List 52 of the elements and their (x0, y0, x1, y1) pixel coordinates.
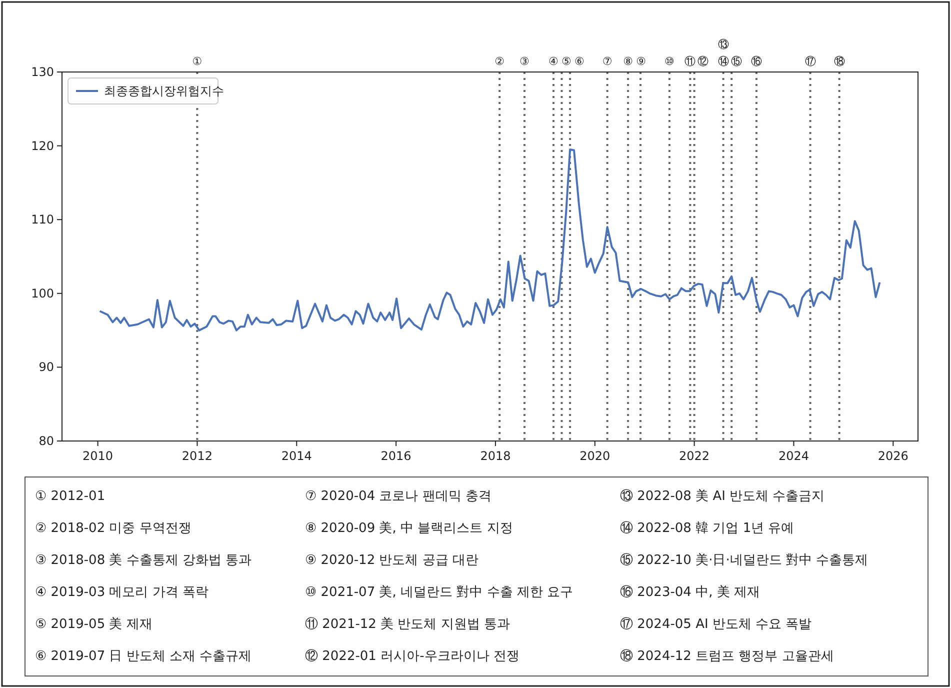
ref-line-label: ⑦ (602, 55, 612, 68)
text: ③ 2018-08 美 수출통제 강화법 통과 (35, 552, 252, 568)
x-tick-label: 2012 (182, 449, 212, 463)
x-tick-label: 2020 (580, 449, 610, 463)
ref-line-label: ⑬ ⑭ (718, 38, 729, 68)
ref-line-label: ⑩ (664, 55, 675, 68)
ref-line-label: ③ (520, 55, 530, 68)
text: ⑱ 2024-12 트럼프 행정부 고율관세 (620, 649, 834, 664)
ref-line-label: ② (494, 55, 505, 68)
ref-line-label: ① (192, 55, 202, 68)
y-tick-label: 80 (38, 434, 54, 448)
ref-line-label: ⑱ (834, 55, 845, 68)
text: ② 2018-02 미중 무역전쟁 (35, 521, 192, 536)
x-tick-label: 2010 (82, 449, 114, 463)
ref-line-label: ⑧ (623, 55, 634, 68)
legend-label: 최종종합시장위험지수 (104, 84, 224, 98)
x-tick-label: 2014 (281, 449, 312, 463)
text: ⑬ 2022-08 美 AI 반도체 수출금지 (620, 488, 825, 504)
y-tick-label: 120 (31, 138, 54, 153)
text: ⑪ 2021-12 美 반도체 지원법 통과 (305, 616, 510, 632)
text: ⑭ 2022-08 韓 기업 1년 유예 (620, 521, 794, 536)
ref-line-label: ⑪ (684, 55, 696, 68)
x-tick-label: 2026 (878, 449, 908, 463)
ref-line-label: ⑨ (636, 55, 646, 68)
text: ⑩ 2021-07 美, 네덜란드 對中 수출 제한 요구 (305, 584, 574, 600)
line-series (98, 148, 881, 332)
ref-line-label: ⑯ (750, 55, 762, 68)
text: ⑤ 2019-05 美 제재 (35, 616, 152, 632)
x-tick-label: 2022 (679, 449, 710, 463)
ref-line-label: ⑰ (804, 55, 816, 68)
ref-line-label: ⑥ (574, 55, 585, 68)
text: ⑰ 2024-05 AI 반도체 수요 폭발 (620, 617, 812, 632)
text: ⑦ 2020-04 코로나 팬데믹 충격 (305, 489, 492, 504)
y-tick-label: 100 (31, 286, 54, 300)
text: ① 2012-01 (35, 489, 106, 504)
y-tick-label: 130 (31, 65, 54, 79)
text: ⑥ 2019-07 日 반도체 소재 수출규제 (35, 649, 252, 664)
ref-line-label: ⑮ (730, 55, 742, 68)
y-tick-label: 110 (31, 212, 54, 227)
x-tick-label: 2016 (380, 449, 412, 463)
text: ⑫ 2022-01 러시아-우크라이나 전쟁 (305, 649, 520, 664)
text: ⑨ 2020-12 반도체 공급 대란 (305, 553, 479, 568)
text: ⑯ 2023-04 中, 美 제재 (620, 584, 760, 600)
text: ④ 2019-03 메모리 가격 폭락 (35, 585, 209, 600)
text: ⑧ 2020-09 美, 中 블랙리스트 지정 (305, 520, 513, 536)
x-tick-label: 2024 (778, 449, 809, 463)
ref-line-label: ⑤ (562, 55, 572, 68)
ref-line-label: ⑫ (698, 55, 709, 68)
y-tick-label: 90 (38, 360, 54, 374)
ref-line-label: ④ (548, 55, 559, 68)
text: ⑮ 2022-10 美·日·네덜란드 對中 수출통제 (620, 552, 868, 568)
x-tick-label: 2018 (480, 449, 511, 463)
